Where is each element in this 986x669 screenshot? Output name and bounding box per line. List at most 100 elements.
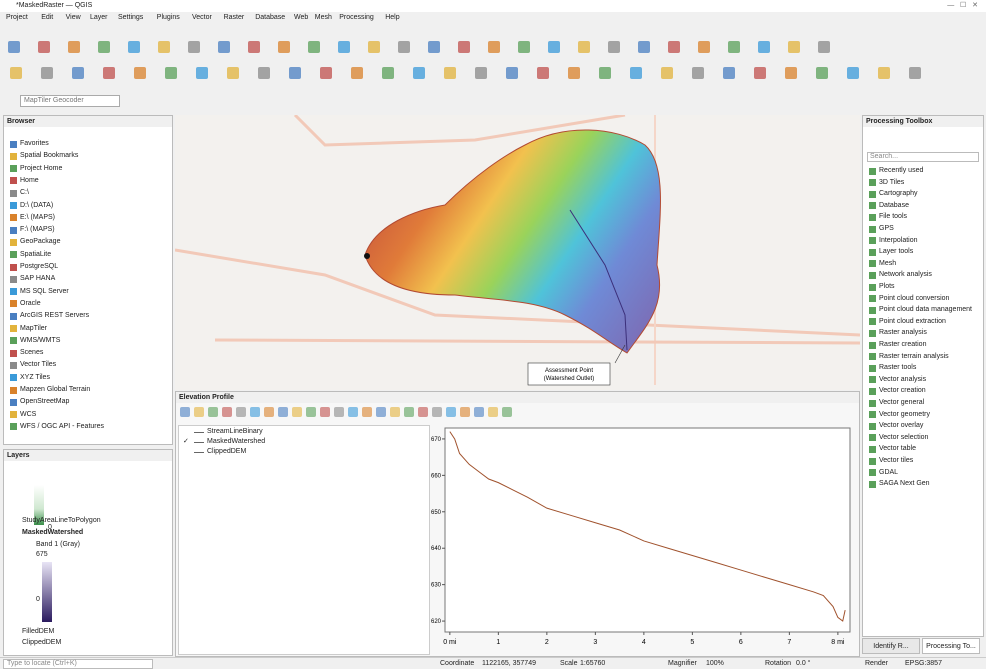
tree-item[interactable]: Spatial Bookmarks [10, 150, 78, 162]
toolbar-button[interactable] [196, 67, 208, 79]
toolbar-button[interactable] [188, 41, 200, 53]
layer-item[interactable]: ClippedDEM [22, 639, 62, 646]
tree-item[interactable]: SAGA Next Gen [869, 478, 930, 490]
tree-item[interactable]: Scenes [10, 347, 43, 359]
toolbar-button[interactable] [264, 407, 274, 417]
toolbar-button[interactable] [599, 67, 611, 79]
layer-item[interactable]: StudyAreaLineToPolygon [22, 517, 101, 524]
toolbar-button[interactable] [488, 407, 498, 417]
menu-item[interactable]: View [65, 14, 81, 21]
toolbar-button[interactable] [227, 67, 239, 79]
menu-item[interactable]: Web [294, 14, 309, 21]
toolbar-button[interactable] [758, 41, 770, 53]
tree-item[interactable]: Recently used [869, 165, 923, 177]
toolbar-button[interactable] [194, 407, 204, 417]
toolbar-button[interactable] [103, 67, 115, 79]
toolbar-button[interactable] [728, 41, 740, 53]
toolbar-button[interactable] [38, 41, 50, 53]
menu-item[interactable]: Edit [41, 14, 54, 21]
toolbar-button[interactable] [909, 67, 921, 79]
tree-item[interactable]: MS SQL Server [10, 286, 69, 298]
toolbar-button[interactable] [608, 41, 620, 53]
tree-item[interactable]: F:\ (MAPS) [10, 224, 55, 236]
toolbar-button[interactable] [878, 67, 890, 79]
profile-layer[interactable]: ClippedDEM [183, 446, 246, 458]
menu-item[interactable]: Mesh [314, 14, 332, 21]
toolbar-button[interactable] [668, 41, 680, 53]
toolbar-button[interactable] [362, 407, 372, 417]
layer-item[interactable]: Band 1 (Gray) [36, 541, 80, 548]
map-canvas[interactable]: Assessment Point (Watershed Outlet) [175, 115, 860, 390]
toolbar-button[interactable] [444, 67, 456, 79]
tree-item[interactable]: Layer tools [869, 246, 913, 258]
toolbar-button[interactable] [334, 407, 344, 417]
tree-item[interactable]: Vector overlay [869, 420, 923, 432]
tree-item[interactable]: Raster terrain analysis [869, 351, 949, 363]
toolbar-button[interactable] [351, 67, 363, 79]
menu-item[interactable]: Project [6, 14, 28, 21]
tree-item[interactable]: Vector analysis [869, 374, 926, 386]
toolbar-button[interactable] [578, 41, 590, 53]
toolbar-button[interactable] [128, 41, 140, 53]
tree-item[interactable]: WFS / OGC API - Features [10, 421, 104, 433]
tree-item[interactable]: Raster creation [869, 339, 926, 351]
toolbar-button[interactable] [692, 67, 704, 79]
toolbar-button[interactable] [398, 41, 410, 53]
tree-item[interactable]: Point cloud conversion [869, 293, 949, 305]
toolbar-button[interactable] [258, 67, 270, 79]
tree-item[interactable]: Mesh [869, 258, 896, 270]
tree-item[interactable]: Vector tiles [869, 455, 913, 467]
tree-item[interactable]: Network analysis [869, 269, 932, 281]
toolbar-button[interactable] [68, 41, 80, 53]
toolbar-button[interactable] [754, 67, 766, 79]
tree-item[interactable]: SpatiaLite [10, 249, 51, 261]
toolbar-button[interactable] [308, 41, 320, 53]
toolbar-button[interactable] [382, 67, 394, 79]
toolbar-button[interactable] [222, 407, 232, 417]
toolbar-button[interactable] [208, 407, 218, 417]
toolbox-search[interactable]: Search... [867, 152, 979, 162]
crs-button[interactable]: EPSG:3857 [905, 660, 942, 667]
tree-item[interactable]: WCS [10, 409, 36, 421]
tree-item[interactable]: Vector geometry [869, 409, 930, 421]
coordinate-value[interactable]: 1122165, 357749 [482, 660, 536, 667]
toolbar-button[interactable] [368, 41, 380, 53]
tree-item[interactable]: 3D Tiles [869, 177, 904, 189]
toolbar-button[interactable] [289, 67, 301, 79]
toolbar-button[interactable] [218, 41, 230, 53]
toolbar-button[interactable] [488, 41, 500, 53]
menu-item[interactable]: Plugins [156, 14, 180, 21]
toolbar-button[interactable] [428, 41, 440, 53]
tree-item[interactable]: Vector creation [869, 385, 926, 397]
tree-item[interactable]: OpenStreetMap [10, 396, 69, 408]
toolbar-button[interactable] [788, 41, 800, 53]
tree-item[interactable]: D:\ (DATA) [10, 200, 53, 212]
toolbar-button[interactable] [698, 41, 710, 53]
toolbar-button[interactable] [278, 407, 288, 417]
toolbar-button[interactable] [785, 67, 797, 79]
toolbar-button[interactable] [41, 67, 53, 79]
toolbar-button[interactable] [180, 407, 190, 417]
tree-item[interactable]: XYZ Tiles [10, 372, 50, 384]
tree-item[interactable]: Raster analysis [869, 327, 927, 339]
toolbar-button[interactable] [661, 67, 673, 79]
toolbar-button[interactable] [548, 41, 560, 53]
tree-item[interactable]: File tools [869, 211, 907, 223]
tree-item[interactable]: GeoPackage [10, 236, 60, 248]
profile-layer[interactable]: ✓ MaskedWatershed [183, 436, 265, 448]
tree-item[interactable]: E:\ (MAPS) [10, 212, 55, 224]
menu-item[interactable]: Database [255, 14, 286, 21]
toolbar-button[interactable] [413, 67, 425, 79]
tree-item[interactable]: Vector table [869, 443, 916, 455]
toolbar-button[interactable] [158, 41, 170, 53]
tree-item[interactable]: Vector Tiles [10, 359, 56, 371]
locator-bar[interactable]: Type to locate (Ctrl+K) [3, 659, 153, 669]
tree-item[interactable]: WMS/WMTS [10, 335, 60, 347]
toolbar-button[interactable] [306, 407, 316, 417]
toolbar-button[interactable] [390, 407, 400, 417]
geocoder-field[interactable]: MapTiler Geocoder [20, 95, 120, 107]
dock-tab[interactable]: Identify R... [862, 638, 920, 654]
tree-item[interactable]: Mapzen Global Terrain [10, 384, 90, 396]
tree-item[interactable]: Home [10, 175, 39, 187]
tree-item[interactable]: Raster tools [869, 362, 916, 374]
